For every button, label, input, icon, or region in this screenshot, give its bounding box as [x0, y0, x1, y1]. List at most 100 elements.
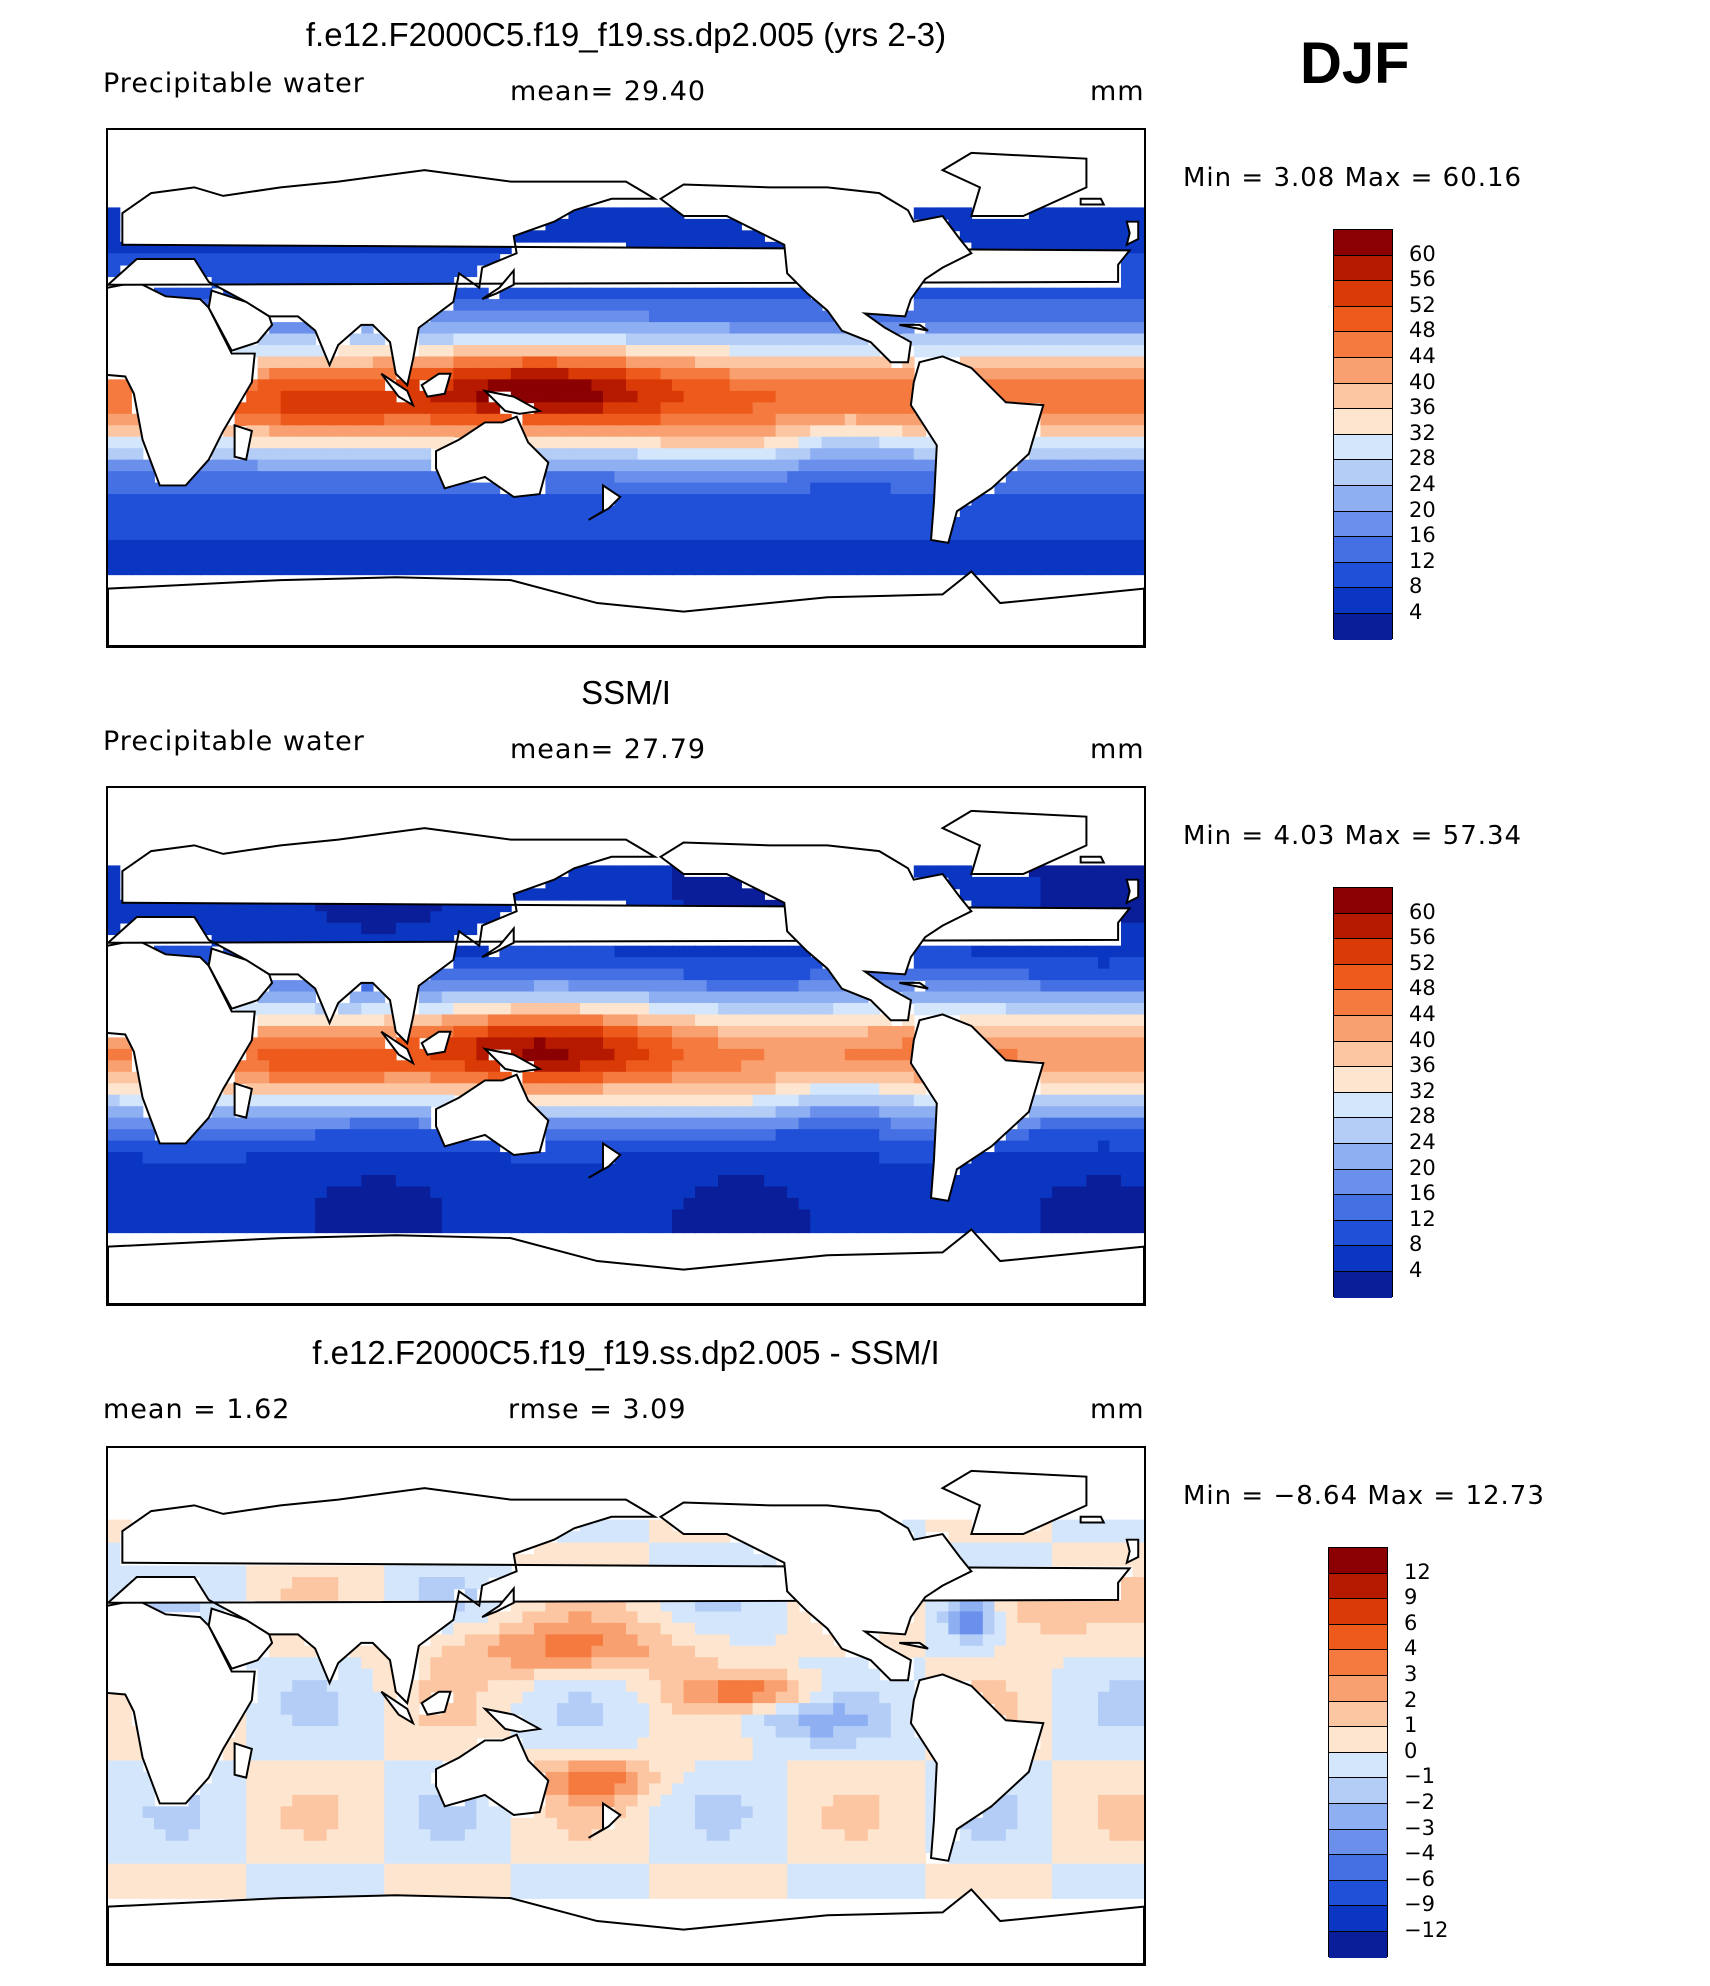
colorbar-cell — [1334, 434, 1392, 461]
colorbar-tick-label: 16 — [1409, 1181, 1436, 1206]
colorbar-cell — [1329, 1548, 1387, 1574]
landmass-samerica — [909, 1013, 1045, 1202]
landmass-uk — [1125, 878, 1140, 905]
colorbar-tick-label: 8 — [1409, 574, 1423, 599]
colorbar-cell — [1329, 1624, 1387, 1651]
landmass-namerica — [658, 1501, 973, 1682]
colorbar-tick-label: 60 — [1409, 241, 1436, 266]
mean-label: mean = 1.62 — [103, 1394, 291, 1425]
colorbar-tick-label: 48 — [1409, 318, 1436, 343]
landmass-antarctica — [108, 570, 1144, 646]
colorbar-cell — [1334, 1067, 1392, 1093]
colorbar-tick-label: −9 — [1404, 1892, 1435, 1917]
colorbar-tick-label: −4 — [1404, 1841, 1435, 1866]
landmass-uk — [1125, 220, 1140, 247]
colorbar-tick-label: 36 — [1409, 1053, 1436, 1078]
colorbar-cell — [1329, 1906, 1387, 1932]
map-canvas — [108, 1469, 1144, 1964]
landmass-antarctica — [108, 1888, 1144, 1964]
colorbar-cell — [1329, 1778, 1387, 1804]
landmass-iceland — [1079, 1515, 1106, 1524]
landmass-iceland — [1079, 197, 1106, 206]
colorbar-cell — [1334, 281, 1392, 307]
colorbar-cell — [1334, 537, 1392, 563]
coastlines — [108, 809, 1144, 1304]
colorbar-cell — [1329, 1675, 1387, 1702]
colorbar-cell — [1329, 1880, 1387, 1907]
landmass-japan — [481, 267, 515, 301]
colorbar-cell — [1329, 1650, 1387, 1676]
colorbar-cell — [1334, 230, 1392, 256]
landmass-greenland — [940, 151, 1088, 218]
landmass-nz — [588, 483, 622, 521]
landmass-borneo — [420, 372, 452, 398]
colorbar-tick-label: 40 — [1409, 1027, 1436, 1052]
colorbar-tick-label: 1 — [1404, 1713, 1418, 1738]
landmass-greenland — [940, 1469, 1088, 1536]
colorbar-tick-label: −2 — [1404, 1790, 1435, 1814]
colorbar-tick-label: 28 — [1409, 446, 1436, 471]
colorbar-tick-label: 20 — [1409, 1155, 1436, 1180]
colorbar-tick-label: 44 — [1409, 1002, 1436, 1026]
landmass-greenland — [940, 809, 1088, 876]
landmass-japan — [481, 1585, 515, 1619]
season-label: DJF — [1300, 31, 1410, 96]
colorbar-cell — [1334, 485, 1392, 512]
colorbar-tick-label: 4 — [1409, 600, 1423, 624]
units-label: mm — [1090, 734, 1145, 765]
landmass-sumatra — [380, 1690, 416, 1726]
landmass-nz — [588, 1801, 622, 1839]
colorbar-cell — [1334, 383, 1392, 410]
landmass-nz — [588, 1141, 622, 1179]
data-field — [108, 207, 1144, 576]
colorbar-tick-label: 56 — [1409, 267, 1436, 292]
landmass-madagascar — [233, 1081, 253, 1119]
colorbar-cell — [1334, 1271, 1392, 1298]
colorbar-tick-label: 52 — [1409, 950, 1436, 975]
colorbar-cell — [1334, 1220, 1392, 1247]
colorbar — [1328, 1547, 1388, 1958]
landmass-australia — [435, 1733, 550, 1816]
colorbar-cell — [1334, 1015, 1392, 1042]
field-label: Precipitable water — [103, 726, 365, 757]
landmass-arabia_fix — [207, 947, 274, 1010]
colorbar-cell — [1334, 1143, 1392, 1170]
map-panel-obs — [106, 786, 1146, 1306]
landmass-cuba — [899, 323, 929, 332]
colorbar-tick-label: 40 — [1409, 369, 1436, 394]
landmass-eurasia — [108, 827, 1132, 1046]
landmass-namerica — [658, 841, 973, 1022]
min-max-label: Min = 3.08 Max = 60.16 — [1183, 163, 1523, 193]
colorbar-tick-label: 2 — [1404, 1687, 1418, 1712]
panel-title: f.e12.F2000C5.f19_f19.ss.dp2.005 (yrs 2-… — [305, 16, 947, 53]
landmass-eurasia — [108, 1487, 1132, 1706]
colorbar-tick-label: −6 — [1404, 1866, 1435, 1891]
colorbar-cell — [1334, 1195, 1392, 1221]
landmass-uk — [1125, 1538, 1140, 1565]
colorbar-cell — [1334, 255, 1392, 282]
landmass-arabia_fix — [207, 1607, 274, 1670]
colorbar-cell — [1334, 1169, 1392, 1196]
units-label: mm — [1090, 76, 1145, 107]
landmass-cuba — [899, 981, 929, 990]
min-max-label: Min = 4.03 Max = 57.34 — [1183, 821, 1523, 851]
colorbar-tick-label: 24 — [1409, 472, 1436, 496]
colorbar — [1333, 887, 1393, 1298]
colorbar-cell — [1334, 1041, 1392, 1068]
landmass-samerica — [909, 1673, 1045, 1862]
colorbar-tick-label: 0 — [1404, 1738, 1418, 1763]
panel-model: f.e12.F2000C5.f19_f19.ss.dp2.005 (yrs 2-… — [0, 0, 1710, 660]
colorbar-tick-label: 4 — [1409, 1258, 1423, 1282]
colorbar-cell — [1334, 511, 1392, 538]
colorbar-cell — [1334, 332, 1392, 358]
colorbar-cell — [1334, 460, 1392, 486]
rmse-label: rmse = 3.09 — [508, 1394, 687, 1425]
map-canvas — [108, 809, 1144, 1304]
colorbar-cell — [1329, 1931, 1387, 1958]
mean-label: mean= 29.40 — [510, 76, 707, 107]
map-panel-diff — [106, 1446, 1146, 1966]
colorbar-cell — [1334, 913, 1392, 940]
colorbar-cell — [1334, 588, 1392, 614]
landmass-samerica — [909, 355, 1045, 544]
landmass-arabia_fix — [207, 289, 274, 352]
